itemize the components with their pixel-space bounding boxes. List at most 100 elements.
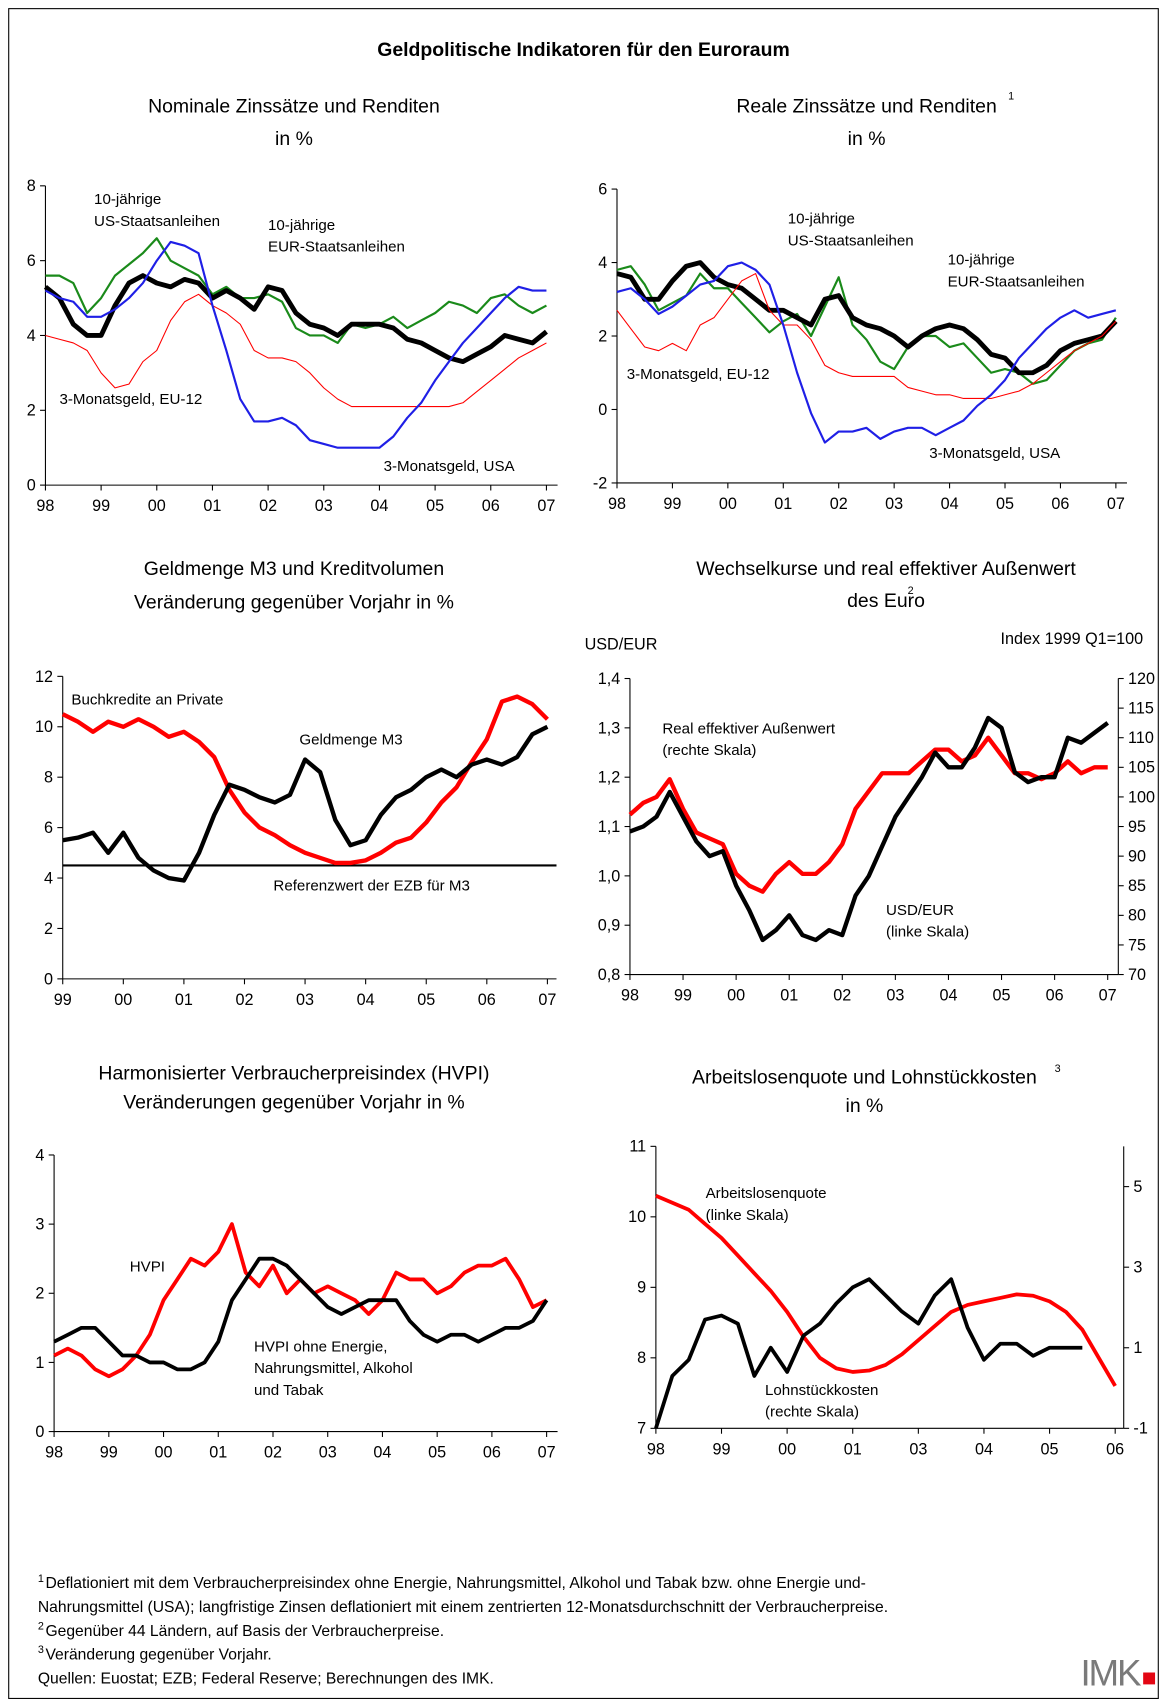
x-tick-label: 00 (727, 986, 745, 1004)
y2-tick-label: 110 (1128, 729, 1154, 747)
y-tick-label: 8 (637, 1349, 646, 1367)
y2-tick-label: 80 (1128, 907, 1146, 925)
y2-tick-label: 70 (1128, 966, 1146, 984)
y-tick-label: 0 (44, 970, 53, 988)
chart-subtitle: Veränderung gegenüber Vorjahr in % (134, 591, 454, 613)
x-tick-label: 03 (885, 495, 903, 513)
frame (8, 8, 1159, 1699)
y2-tick-label: 105 (1128, 759, 1155, 777)
y-tick-label: 4 (27, 327, 36, 345)
y-tick-label: 0,9 (598, 917, 621, 935)
footnote: Quellen: Euostat; EZB; Federal Reserve; … (38, 1670, 494, 1687)
series-line (654, 1277, 1083, 1429)
x-tick-label: 98 (621, 986, 639, 1004)
series-label: Real effektiver Außenwert (662, 721, 836, 738)
series-label: EUR-Staatsanleihen (948, 273, 1085, 290)
series-label: 10-jährige (788, 211, 855, 228)
x-tick-label: 01 (844, 1440, 862, 1458)
x-tick-label: 04 (939, 986, 957, 1004)
x-tick-label: 01 (203, 497, 221, 515)
series-line (616, 273, 1117, 400)
x-tick-label: 98 (45, 1444, 63, 1462)
logo-square (1143, 1672, 1156, 1685)
y2-axis-label: Index 1999 Q1=100 (1000, 630, 1143, 648)
series-label: USD/EUR (886, 902, 954, 919)
x-tick-label: 05 (993, 986, 1011, 1004)
y-tick-label: 8 (27, 177, 36, 195)
series-label: US-Staatsanleihen (788, 232, 914, 249)
x-tick-label: 98 (36, 497, 54, 515)
x-tick-label: 05 (428, 1444, 446, 1462)
x-tick-label: 06 (1106, 1440, 1124, 1458)
x-tick-label: 07 (1099, 986, 1117, 1004)
chart-subtitle: in % (848, 128, 886, 150)
x-tick-label: 02 (259, 497, 277, 515)
series-line (45, 293, 547, 408)
title-note: 1 (1008, 90, 1014, 102)
x-tick-label: 04 (370, 497, 388, 515)
y-tick-label: 11 (629, 1138, 646, 1156)
x-tick-label: 04 (941, 495, 959, 513)
y-tick-label: 2 (27, 402, 36, 420)
series-label: und Tabak (254, 1382, 324, 1399)
footnote-mark: 2 (38, 1620, 44, 1632)
series-label: 3-Monatsgeld, USA (929, 445, 1061, 462)
y-tick-label: 6 (44, 819, 53, 837)
y-tick-label: 4 (598, 254, 607, 272)
series-label: (rechte Skala) (662, 742, 756, 759)
x-tick-label: 99 (92, 497, 110, 515)
chart-subtitle: des Euro (847, 590, 925, 612)
series-label: (rechte Skala) (765, 1403, 859, 1420)
y-axis-label: USD/EUR (585, 635, 658, 653)
series-label: 10-jährige (94, 191, 161, 208)
x-tick-label: 06 (1051, 495, 1069, 513)
series-line (62, 724, 549, 883)
y-tick-label: 0 (35, 1423, 44, 1441)
series-label: EUR-Staatsanleihen (268, 239, 405, 256)
chart-title: Wechselkurse und real effektiver Außenwe… (696, 558, 1076, 580)
x-tick-label: 06 (1046, 986, 1064, 1004)
x-tick-label: 01 (209, 1444, 227, 1462)
y-tick-label: 1,4 (598, 670, 621, 688)
x-tick-label: 01 (175, 991, 193, 1009)
x-tick-label: 99 (663, 495, 681, 513)
series-label: Nahrungsmittel, Alkohol (254, 1360, 413, 1377)
y-tick-label: 8 (44, 769, 53, 787)
x-tick-label: 98 (608, 495, 626, 513)
series-label: 3-Monatsgeld, USA (384, 458, 516, 475)
y-tick-label: 10 (35, 718, 53, 736)
y-tick-label: 1,3 (598, 719, 621, 737)
series-label: HVPI ohne Energie, (254, 1339, 388, 1356)
x-tick-label: 00 (114, 991, 132, 1009)
x-tick-label: 07 (537, 497, 555, 515)
y-tick-label: 4 (44, 869, 53, 887)
x-tick-label: 06 (478, 991, 496, 1009)
x-tick-label: 05 (426, 497, 444, 515)
y-tick-label: 2 (44, 920, 53, 938)
x-tick-label: 00 (148, 497, 166, 515)
series-label: Geldmenge M3 (299, 731, 402, 748)
footnote-mark: 1 (38, 1573, 44, 1585)
x-tick-label: 07 (538, 991, 556, 1009)
chart-title: Reale Zinssätze und Renditen (736, 95, 996, 117)
chart-title: Geldmenge M3 und Kreditvolumen (144, 558, 444, 580)
title-note: 3 (1055, 1063, 1061, 1075)
x-tick-label: 03 (909, 1440, 927, 1458)
chart-title: Harmonisierter Verbraucherpreisindex (HV… (98, 1062, 489, 1084)
y2-tick-label: 120 (1128, 670, 1155, 688)
y-tick-label: 1,1 (598, 818, 621, 836)
chart-subtitle: in % (846, 1095, 884, 1117)
series-label: (linke Skala) (886, 924, 969, 941)
series-line (44, 240, 547, 449)
y-tick-label: 12 (35, 668, 53, 686)
x-tick-label: 05 (996, 495, 1014, 513)
x-tick-label: 04 (373, 1444, 391, 1462)
y2-tick-label: 95 (1128, 818, 1146, 836)
chart-title: Nominale Zinssätze und Renditen (148, 95, 440, 117)
x-tick-label: 02 (830, 495, 848, 513)
y2-tick-label: 1 (1133, 1339, 1142, 1357)
x-tick-label: 07 (538, 1444, 556, 1462)
y2-tick-label: 5 (1133, 1178, 1142, 1196)
series-line (45, 237, 547, 345)
x-tick-label: 03 (319, 1444, 337, 1462)
